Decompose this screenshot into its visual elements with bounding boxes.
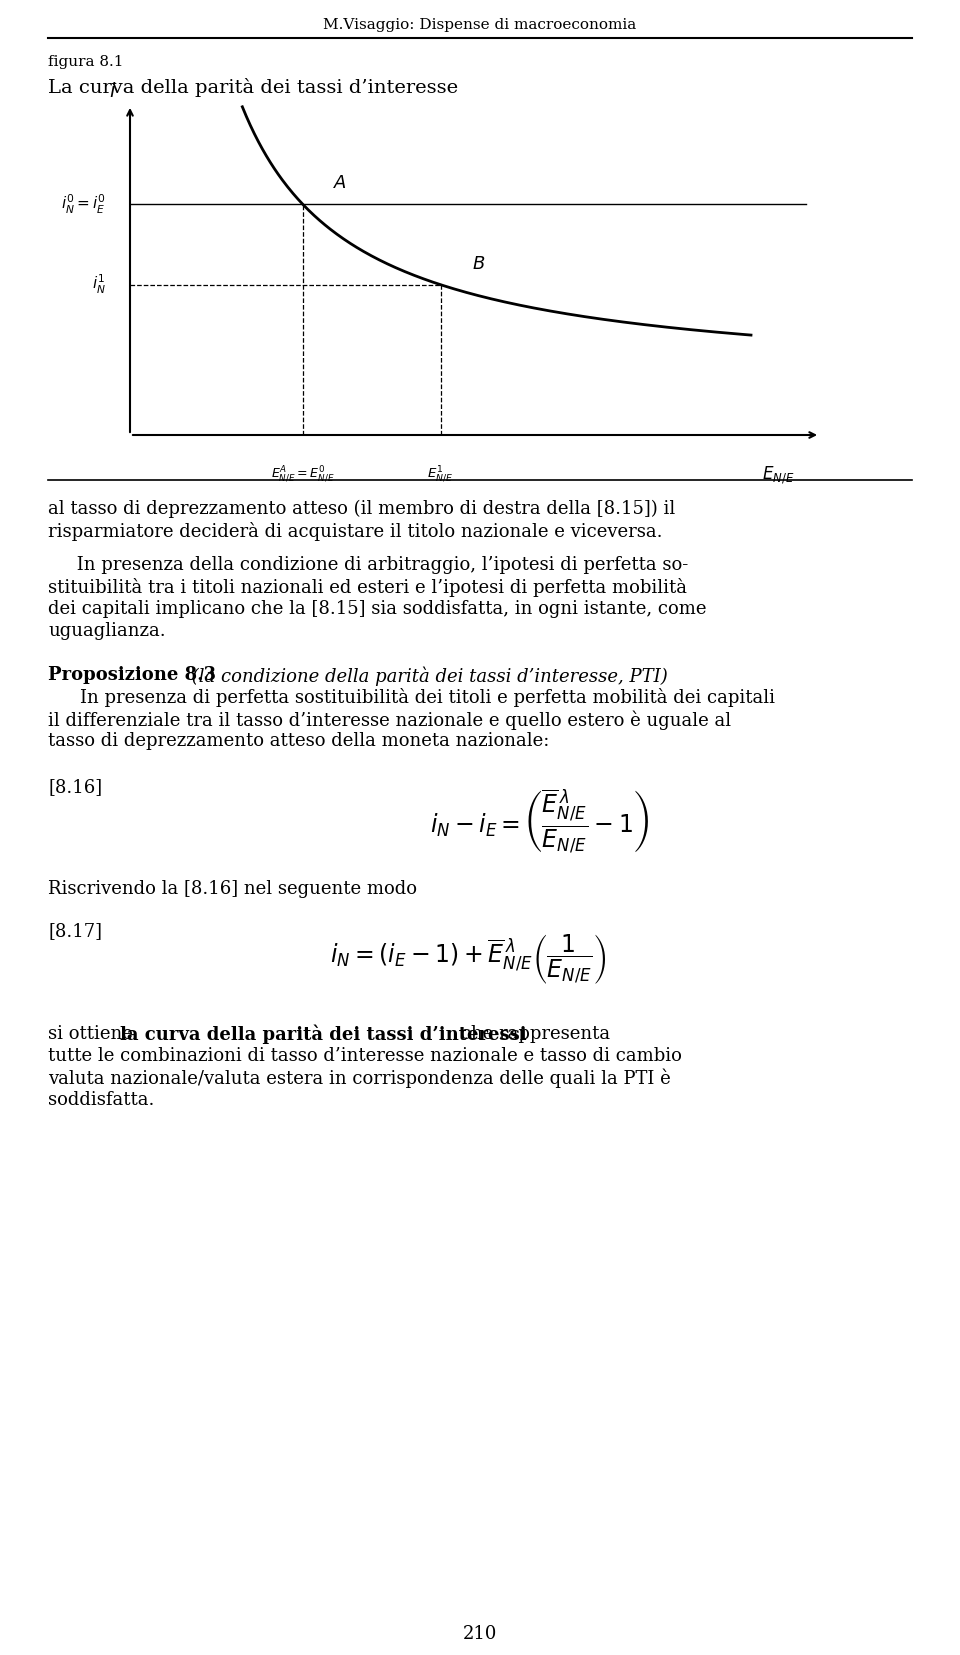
Text: tutte le combinazioni di tasso d’interesse nazionale e tasso di cambio: tutte le combinazioni di tasso d’interes… [48, 1048, 682, 1066]
Text: $A$: $A$ [333, 174, 348, 192]
Text: il differenziale tra il tasso d’interesse nazionale e quello estero è uguale al: il differenziale tra il tasso d’interess… [48, 710, 732, 730]
Text: risparmiatore deciderà di acquistare il titolo nazionale e viceversa.: risparmiatore deciderà di acquistare il … [48, 521, 662, 541]
Text: $i_N = (i_E - 1) + \overline{E}^{\,\lambda}_{N/E}\left(\dfrac{1}{E_{N/E}}\right): $i_N = (i_E - 1) + \overline{E}^{\,\lamb… [330, 932, 607, 986]
Text: $E_{N/E}$: $E_{N/E}$ [762, 465, 795, 487]
Text: In presenza di perfetta sostituibilità dei titoli e perfetta mobilità dei capita: In presenza di perfetta sostituibilità d… [80, 688, 775, 707]
Text: M.Visaggio: Dispense di macroeconomia: M.Visaggio: Dispense di macroeconomia [324, 18, 636, 31]
Text: $E^1_{N/E}$: $E^1_{N/E}$ [427, 465, 454, 485]
Text: uguaglianza.: uguaglianza. [48, 622, 166, 640]
Text: $i_N - i_E = \left(\dfrac{\overline{E}^{\,\lambda}_{N/E}}{E_{N/E}} - 1\right)$: $i_N - i_E = \left(\dfrac{\overline{E}^{… [430, 788, 649, 856]
Text: (la condizione della parità dei tassi d’interesse, PTI): (la condizione della parità dei tassi d’… [186, 665, 668, 685]
Text: Proposizione 8.3: Proposizione 8.3 [48, 665, 216, 684]
Text: $E^A_{N/E} = E^0_{N/E}$: $E^A_{N/E} = E^0_{N/E}$ [271, 465, 334, 485]
Text: tasso di deprezzamento atteso della moneta nazionale:: tasso di deprezzamento atteso della mone… [48, 732, 549, 750]
Text: al tasso di deprezzamento atteso (il membro di destra della [8.15]) il: al tasso di deprezzamento atteso (il mem… [48, 500, 675, 518]
Text: [8.17]: [8.17] [48, 922, 102, 940]
Text: $i^1_N$: $i^1_N$ [92, 273, 106, 296]
Text: La curva della parità dei tassi d’interesse: La curva della parità dei tassi d’intere… [48, 78, 458, 98]
Text: In presenza della condizione di arbitraggio, l’ipotesi di perfetta so-: In presenza della condizione di arbitrag… [48, 556, 688, 574]
Text: si ottiene: si ottiene [48, 1024, 138, 1043]
Text: Riscrivendo la [8.16] nel seguente modo: Riscrivendo la [8.16] nel seguente modo [48, 880, 417, 899]
Text: la curva della parità dei tassi d’interessi: la curva della parità dei tassi d’intere… [120, 1024, 527, 1044]
Text: $B$: $B$ [471, 255, 485, 273]
Text: $i^0_N = i^0_E$: $i^0_N = i^0_E$ [60, 192, 106, 215]
Text: $i$: $i$ [109, 83, 116, 101]
Text: stituibilità tra i titoli nazionali ed esteri e l’ipotesi di perfetta mobilità: stituibilità tra i titoli nazionali ed e… [48, 578, 687, 597]
Text: [8.16]: [8.16] [48, 778, 102, 796]
Text: dei capitali implicano che la [8.15] sia soddisfatta, in ogni istante, come: dei capitali implicano che la [8.15] sia… [48, 601, 707, 617]
Text: che rappresenta: che rappresenta [455, 1024, 611, 1043]
Text: figura 8.1: figura 8.1 [48, 55, 124, 70]
Text: 210: 210 [463, 1625, 497, 1643]
Text: soddisfatta.: soddisfatta. [48, 1091, 155, 1109]
Text: valuta nazionale/valuta estera in corrispondenza delle quali la PTI è: valuta nazionale/valuta estera in corris… [48, 1069, 671, 1089]
